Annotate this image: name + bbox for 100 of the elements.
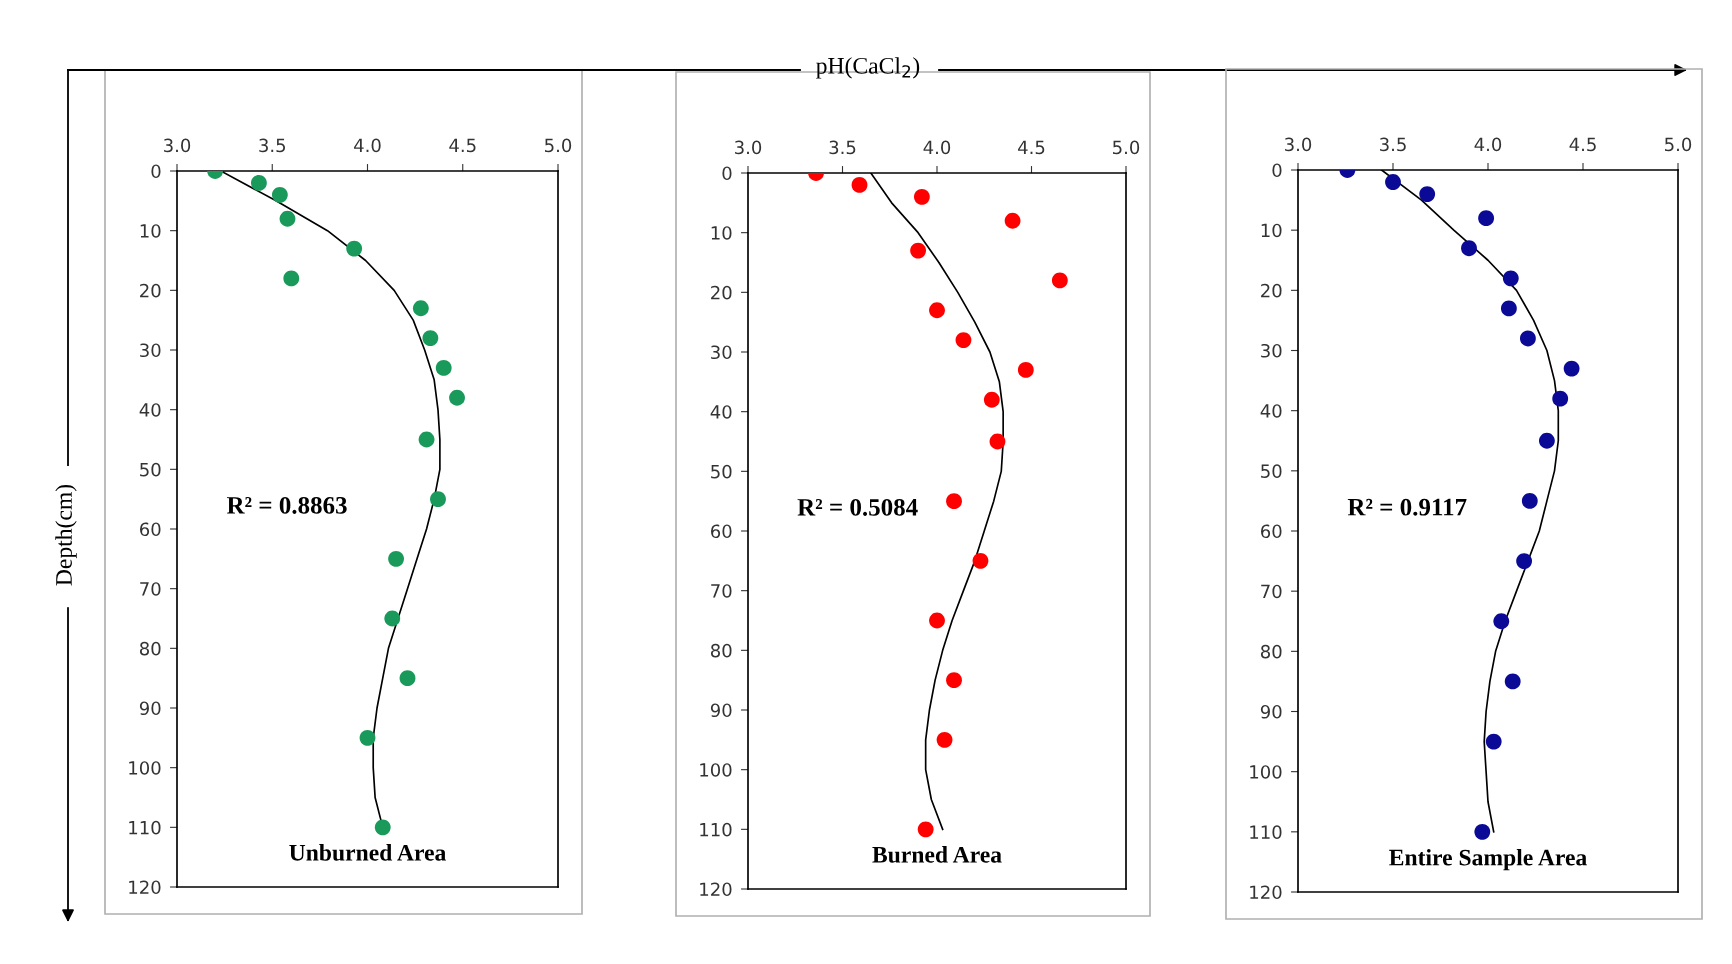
point — [936, 731, 953, 748]
y-tick-label: 60 — [711, 524, 732, 539]
y-tick-label: 40 — [139, 403, 161, 417]
x-tick-label: 4.0 — [1474, 137, 1502, 152]
x-tick-label: 4.0 — [923, 140, 951, 155]
x-tick-label: 4.5 — [1018, 140, 1045, 155]
point — [851, 177, 868, 193]
point — [1051, 272, 1068, 289]
y-tick-label: 40 — [710, 405, 732, 419]
y-tick-label: 120 — [1250, 885, 1282, 900]
point — [388, 550, 404, 567]
y-tick-label: 50 — [711, 464, 732, 479]
y-tick-label: 10 — [1261, 223, 1282, 238]
x-tick-label: 5.0 — [545, 138, 572, 153]
text: Unburned Area — [289, 844, 446, 861]
x-tick-label: 3.5 — [1380, 137, 1406, 152]
point — [449, 389, 465, 406]
x-tick-label: 5.0 — [1113, 140, 1140, 155]
y-tick-label: 30 — [1261, 343, 1282, 358]
annotation: R² = 0.8863 — [226, 496, 347, 514]
y-tick-label: 40 — [1260, 404, 1282, 418]
y-tick-label: 80 — [139, 641, 161, 656]
point — [251, 175, 267, 191]
point — [989, 433, 1006, 450]
y-tick-label: 60 — [1261, 524, 1282, 539]
y-tick-label: 0 — [722, 166, 732, 181]
point — [1504, 673, 1521, 690]
point — [1478, 210, 1495, 227]
x-tick-label: 3.0 — [1285, 137, 1312, 152]
text: Entire Sample Area — [1389, 848, 1587, 871]
point — [1493, 613, 1510, 630]
point — [1017, 361, 1034, 378]
point — [418, 431, 435, 448]
y-tick-label: 70 — [711, 584, 732, 598]
point — [1461, 240, 1477, 257]
y-tick-label: 20 — [1261, 283, 1282, 298]
x-tick-label: 4.0 — [354, 138, 381, 153]
point — [435, 359, 452, 376]
y-tick-label: 80 — [710, 643, 732, 658]
y-tick-label: 80 — [1260, 644, 1282, 659]
point — [913, 188, 930, 205]
text: Burned Area — [872, 846, 1002, 863]
y-tick-label: 110 — [129, 820, 161, 835]
y-tick-label: 60 — [140, 522, 161, 537]
point — [374, 819, 391, 836]
point — [1500, 300, 1517, 317]
y-tick-label: 10 — [711, 226, 732, 240]
y-tick-label: 20 — [711, 285, 732, 300]
annotation: R² = 0.9117 — [1347, 498, 1467, 516]
y-tick-label: 120 — [129, 880, 161, 895]
point — [1004, 212, 1021, 229]
y-tick-label: 30 — [140, 343, 161, 358]
y-tick-label: 10 — [140, 224, 161, 238]
point — [1519, 330, 1536, 347]
point — [279, 210, 296, 227]
point — [1516, 553, 1533, 569]
point — [1521, 493, 1538, 509]
x-tick-label: 3.5 — [829, 140, 856, 155]
x-tick-label: 4.5 — [1569, 137, 1596, 152]
y-tick-label: 90 — [1260, 704, 1282, 719]
point — [929, 302, 945, 319]
point — [430, 491, 446, 508]
x-tick-label: 4.5 — [449, 138, 476, 153]
point — [399, 670, 416, 687]
y-tick-label: 0 — [1272, 163, 1282, 178]
point — [917, 821, 934, 838]
y-tick-label: 90 — [139, 701, 161, 716]
point — [1563, 360, 1580, 377]
point — [946, 493, 962, 510]
point — [1474, 823, 1491, 840]
y-tick-label: 50 — [140, 462, 161, 477]
point — [1485, 733, 1502, 750]
annotation: R² = 0.5084 — [797, 498, 918, 516]
point — [929, 612, 945, 629]
y-tick-label: 70 — [140, 582, 161, 596]
y-tick-label: 120 — [700, 882, 732, 897]
point — [384, 610, 401, 627]
point — [422, 330, 439, 346]
y-axis-title: Depth(cm) — [55, 484, 77, 586]
y-tick-label: 110 — [700, 822, 732, 837]
point — [346, 240, 363, 257]
point — [283, 270, 300, 287]
y-tick-label: 90 — [710, 703, 732, 718]
y-tick-label: 0 — [151, 164, 161, 179]
y-tick-label: 50 — [1261, 464, 1282, 478]
y-tick-label: 110 — [1250, 825, 1282, 839]
point — [359, 729, 376, 746]
point — [910, 242, 927, 259]
point — [1538, 432, 1555, 449]
point — [955, 332, 972, 348]
point — [1502, 270, 1519, 287]
x-tick-label: 5.0 — [1665, 137, 1692, 152]
y-tick-label: 100 — [129, 761, 161, 775]
point — [271, 186, 288, 203]
x-tick-label: 3.0 — [164, 138, 191, 153]
point — [1385, 174, 1401, 190]
point — [1419, 186, 1436, 202]
y-tick-label: 100 — [700, 763, 732, 777]
point — [412, 300, 429, 317]
point — [972, 552, 989, 569]
